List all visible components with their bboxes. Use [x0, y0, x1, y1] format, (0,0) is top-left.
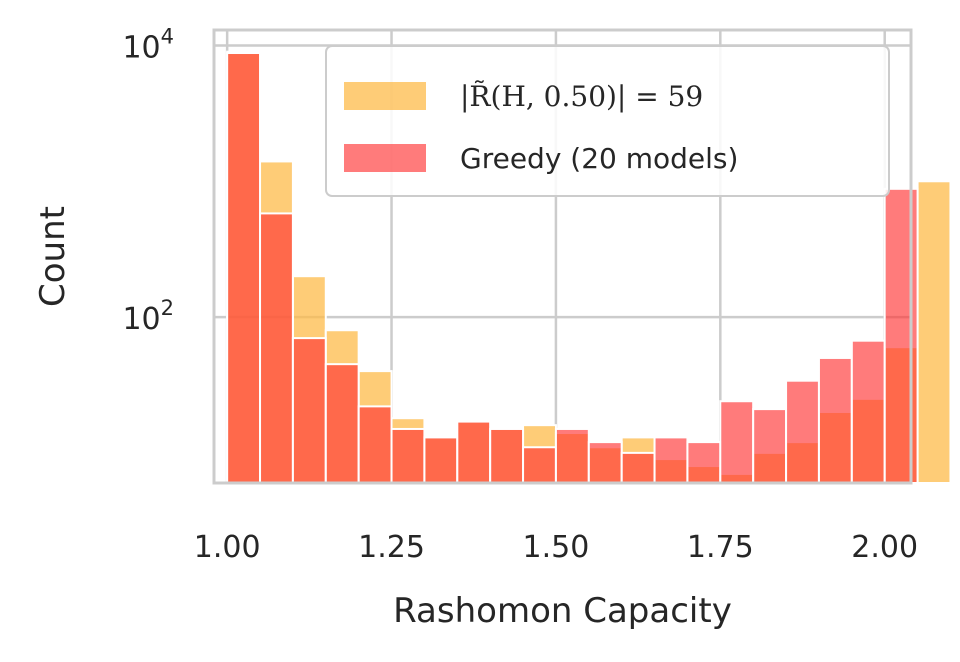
y-axis-label: Count [33, 206, 73, 307]
x-axis-label: Rashomon Capacity [393, 591, 732, 631]
x-tick-label: 1.00 [194, 530, 261, 565]
greedy-bar [817, 356, 853, 484]
greedy-bar [226, 52, 262, 485]
greedy-bar [324, 363, 360, 485]
legend-label: Greedy (20 models) [460, 142, 738, 175]
greedy-bar [850, 339, 886, 485]
x-tick-labels: 1.00 1.25 1.50 1.75 2.00 [194, 530, 918, 565]
greedy-bar [719, 400, 755, 484]
plot-frame [212, 28, 913, 485]
greedy-bar [390, 427, 426, 484]
greedy-bar [620, 451, 656, 485]
greedy-bar [752, 408, 788, 485]
greedy-bar [291, 337, 327, 484]
greedy-bar [357, 405, 393, 485]
y-tick-label: 104 [122, 24, 174, 65]
greedy-bar [522, 446, 557, 485]
greedy-bar [587, 441, 623, 484]
greedy-bar [653, 436, 689, 484]
legend-box [325, 45, 890, 197]
greedy-bar [554, 427, 590, 484]
x-tick-label: 1.25 [358, 530, 425, 565]
greedy-bar [423, 436, 459, 484]
legend: |R̃(H, 0.50)| = 59 Greedy (20 models) [325, 45, 890, 197]
rashomon-bar [916, 180, 952, 484]
y-tick-labels: 102 104 [122, 24, 174, 337]
legend-swatch [344, 144, 426, 172]
greedy-bar [259, 212, 294, 484]
greedy-bar [456, 420, 492, 485]
greedy-bar [489, 427, 525, 484]
greedy-bar [785, 379, 820, 485]
x-tick-label: 1.50 [523, 530, 590, 565]
x-tick-label: 1.75 [687, 530, 754, 565]
bars-group [226, 50, 952, 485]
legend-label: |R̃(H, 0.50)| = 59 [460, 80, 703, 113]
greedy-bar [883, 187, 919, 484]
y-tick-label: 102 [122, 296, 174, 337]
greedy-bar [686, 441, 722, 484]
legend-swatch [344, 82, 426, 110]
x-tick-label: 2.00 [851, 530, 918, 565]
